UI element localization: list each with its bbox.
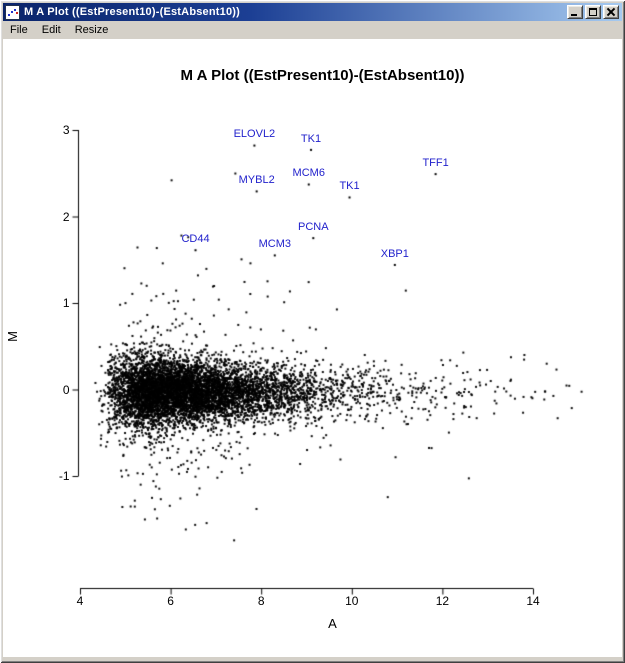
menu-resize[interactable]: Resize — [74, 24, 109, 36]
minimize-icon — [571, 14, 577, 16]
menu-edit[interactable]: Edit — [41, 24, 61, 36]
menu-file[interactable]: File — [10, 24, 28, 36]
plot-title: M A Plot ((EstPresent10)-(EstAbsent10)) — [180, 67, 465, 84]
y-tick-label: 2 — [62, 209, 70, 224]
x-tick-label: 4 — [76, 593, 84, 608]
scatter-canvas — [3, 39, 622, 657]
gene-label: MYBL2 — [238, 174, 275, 187]
gene-label: MCM3 — [258, 238, 291, 251]
gene-label: PCNA — [298, 220, 329, 233]
x-axis-label: A — [328, 616, 337, 631]
x-tick-label: 14 — [526, 593, 540, 608]
x-tick-label: 6 — [167, 593, 174, 608]
title-bar[interactable]: M A Plot ((EstPresent10)-(EstAbsent10)) — [3, 3, 622, 21]
minimize-button[interactable] — [567, 5, 583, 19]
gene-label: ELOVL2 — [233, 128, 276, 141]
window-title: M A Plot ((EstPresent10)-(EstAbsent10)) — [24, 6, 241, 18]
gene-label: XBP1 — [380, 247, 409, 260]
gene-label: CD44 — [181, 232, 210, 245]
window-icon — [5, 4, 20, 20]
maximize-icon — [589, 8, 597, 16]
gene-label: TK1 — [339, 180, 360, 193]
x-tick-label: 10 — [345, 593, 359, 608]
y-tick-label: 3 — [62, 123, 70, 137]
x-tick-label: 8 — [257, 593, 265, 608]
window-controls — [567, 5, 619, 19]
maximize-button[interactable] — [585, 5, 601, 19]
menu-bar: File Edit Resize — [3, 21, 622, 39]
close-icon — [607, 8, 615, 16]
y-tick-label: -1 — [58, 469, 70, 483]
y-tick-label: 0 — [62, 382, 70, 397]
gene-label: TK1 — [300, 132, 322, 145]
gene-label: MCM6 — [292, 167, 325, 180]
y-axis-label: M — [4, 331, 20, 342]
y-tick-label: 1 — [62, 296, 70, 310]
x-tick-label: 12 — [435, 593, 450, 608]
gene-label: TFF1 — [422, 156, 449, 169]
close-button[interactable] — [603, 5, 619, 19]
plot-area: M A Plot ((EstPresent10)-(EstAbsent10)) … — [3, 39, 622, 657]
